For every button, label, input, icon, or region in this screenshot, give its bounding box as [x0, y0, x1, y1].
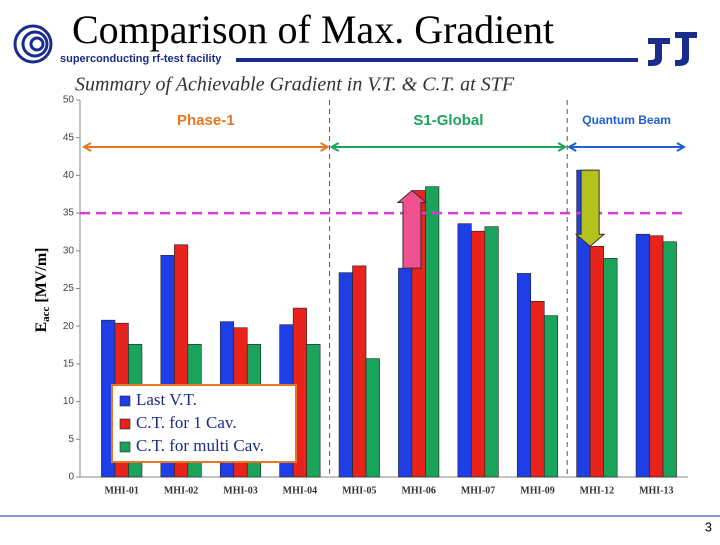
legend-label: C.T. for 1 Cav. — [136, 413, 237, 432]
phase-arrow — [81, 142, 330, 152]
y-label-unit: [MV/m] — [33, 247, 50, 302]
x-tick-label: MHI-04 — [283, 485, 317, 496]
x-tick-label: MHI-09 — [520, 485, 554, 496]
y-tick-label: 30 — [63, 245, 75, 256]
bar — [635, 233, 650, 478]
bar — [306, 343, 321, 478]
bar — [543, 315, 559, 478]
legend: Last V.T. C.T. for 1 Cav. C.T. for multi C… — [111, 384, 297, 463]
chart-title: Summary of Achievable Gradient in V.T. &… — [75, 74, 515, 96]
y-tick-label: 5 — [68, 434, 74, 445]
bar — [352, 265, 367, 478]
phase-arrow — [329, 142, 568, 152]
x-tick-label: MHI-13 — [639, 485, 673, 496]
legend-label: Last V.T. — [136, 390, 197, 409]
legend-swatch — [119, 441, 131, 453]
x-tick-label: MHI-06 — [401, 485, 435, 496]
legend-label: C.T. for multi Cav. — [136, 436, 264, 455]
change-arrow — [574, 169, 606, 247]
x-tick-label: MHI-12 — [580, 485, 614, 496]
phase-label: Quantum Beam — [582, 113, 671, 127]
x-tick-label: MHI-07 — [461, 485, 495, 496]
change-arrow — [396, 189, 428, 269]
y-axis-label-text: Eacc [MV/m] — [33, 247, 52, 332]
y-tick-label: 10 — [63, 396, 75, 407]
x-tick-label: MHI-05 — [342, 485, 376, 496]
y-label-main: E — [33, 322, 50, 333]
y-tick-label: 20 — [63, 321, 75, 332]
y-tick-label: 0 — [68, 472, 74, 483]
bar — [457, 223, 472, 478]
x-tick-label: MHI-03 — [223, 485, 257, 496]
logo-left — [13, 24, 53, 64]
page-number: 3 — [705, 519, 712, 534]
x-tick-label: MHI-01 — [104, 485, 138, 496]
phase-label: S1-Global — [413, 112, 483, 129]
bar — [398, 267, 413, 478]
bar — [471, 230, 486, 478]
bar — [365, 358, 380, 478]
phase-arrow — [567, 142, 687, 152]
legend-swatch — [119, 418, 131, 430]
bar — [662, 241, 677, 478]
y-label-sub: acc — [40, 306, 52, 321]
x-tick-label: MHI-02 — [164, 485, 198, 496]
bar — [603, 258, 618, 478]
y-tick-label: 35 — [63, 208, 75, 219]
bar — [484, 226, 499, 478]
y-tick-label: 45 — [63, 132, 75, 143]
bar — [649, 235, 664, 478]
y-tick-label: 50 — [63, 95, 75, 106]
phase-label: Phase-1 — [177, 112, 235, 129]
y-tick-label: 25 — [63, 283, 75, 294]
legend-swatch — [119, 395, 131, 407]
slide-subtitle: superconducting rf-test facility — [60, 53, 222, 65]
logo-right — [648, 32, 697, 66]
bar — [589, 245, 604, 478]
y-tick-label: 15 — [63, 359, 75, 370]
y-axis-label: Eacc [MV/m] — [33, 247, 52, 332]
y-tick-label: 40 — [63, 170, 75, 181]
slide-title: Comparison of Max. Gradient — [72, 7, 554, 52]
bar — [530, 301, 545, 478]
bar — [516, 273, 532, 478]
legend-box — [111, 384, 297, 463]
bar — [425, 186, 440, 478]
bar — [338, 272, 353, 478]
title-rule — [236, 58, 638, 62]
